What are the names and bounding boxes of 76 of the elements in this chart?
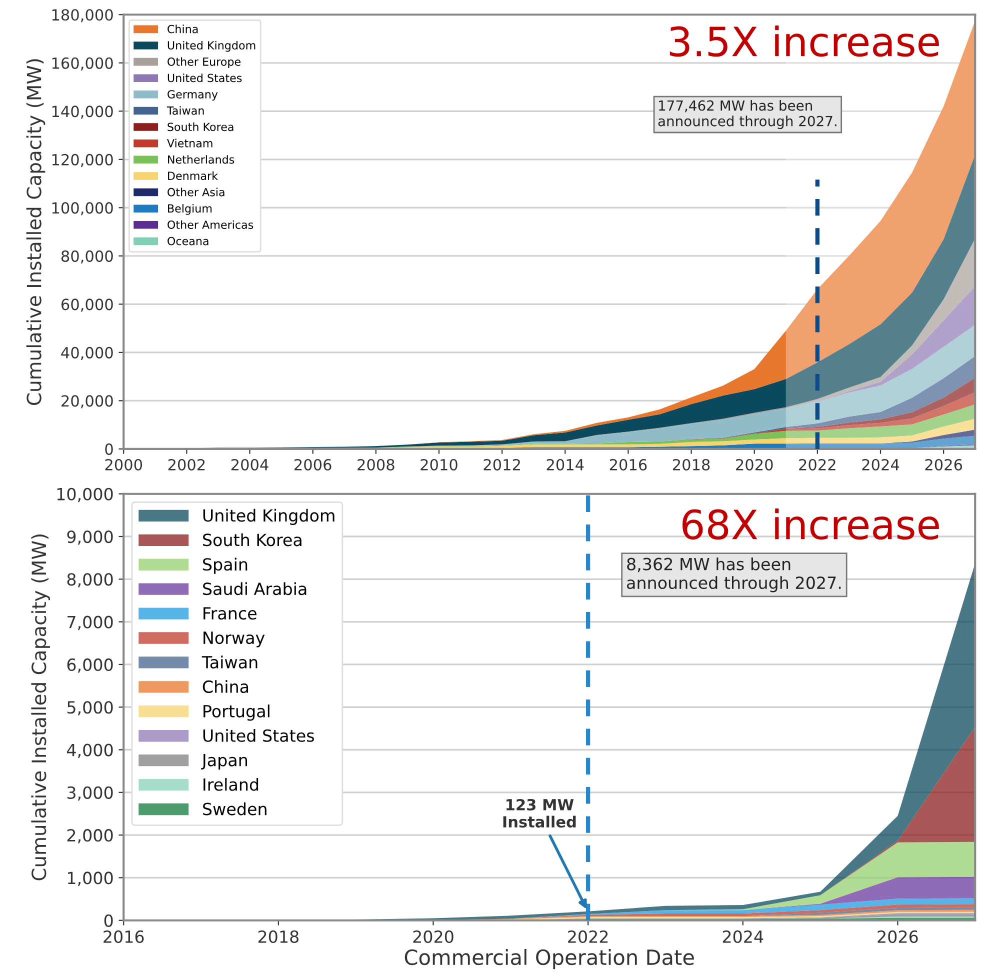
y-tick-label: 2,000	[67, 829, 113, 844]
x-tick-label: 2022	[799, 458, 836, 471]
y-tick-label: 140,000	[52, 106, 113, 119]
legend-label: Saudi Arabia	[203, 582, 306, 596]
y-tick-label: 10,000	[57, 488, 113, 502]
legend-label: Sweden	[203, 802, 266, 816]
y-tick-label: 6,000	[67, 658, 113, 673]
legend-label: Belgium	[168, 204, 212, 215]
annotation: 177,462 MW has been announced through 2027.	[658, 100, 836, 130]
legend-label: South Korea	[168, 122, 234, 132]
y-tick-label: 0	[105, 443, 113, 455]
y-tick-label: 20,000	[62, 395, 113, 408]
y-tick-label: 4,000	[66, 744, 113, 758]
annotation: 3.5X increase	[670, 26, 939, 57]
legend-label: France	[204, 607, 256, 620]
legend-label: Taiwan	[166, 106, 204, 115]
legend-label: Germany	[168, 90, 218, 101]
legend-label: Japan	[201, 754, 248, 770]
legend-label: Ireland	[204, 778, 258, 791]
y-tick-label: 40,000	[61, 346, 113, 360]
x-tick-label: 2024	[722, 930, 764, 943]
annotation: 8,362 MW has been announced through 2027.	[626, 557, 841, 592]
legend-label: South Korea	[203, 533, 302, 546]
y-tick-label: 180,000	[52, 9, 113, 22]
annotation: 68X increase	[682, 508, 939, 540]
legend-label: Other Asia	[168, 188, 224, 196]
y-tick-label: 60,000	[61, 298, 113, 312]
legend-label: United Kingdom	[168, 40, 256, 52]
legend-label: Other Europe	[168, 57, 240, 68]
x-tick-label: 2020	[413, 930, 454, 943]
legend-label: Vietnam	[167, 138, 212, 148]
y-tick-label: 5,000	[67, 701, 113, 716]
x-tick-label: 2016	[610, 458, 647, 471]
y-tick-label: 1,000	[68, 872, 113, 886]
x-tick-label: 2000	[105, 458, 142, 471]
legend-label: China	[202, 680, 248, 693]
x-tick-label: 2026	[878, 930, 918, 943]
y-axis-title: Cumulative Installed Capacity (MW)	[26, 59, 46, 405]
y-tick-label: 3,000	[67, 786, 113, 801]
legend-label: Oceana	[168, 236, 208, 246]
x-tick-label: 2018	[672, 458, 710, 471]
legend-label: Norway	[204, 632, 265, 648]
x-tick-label: 2002	[168, 458, 205, 471]
x-axis-title: Commercial Operation Date	[404, 949, 694, 970]
annotation: 123 MW Installed	[503, 798, 576, 828]
x-tick-label: 2024	[862, 458, 900, 471]
x-tick-label: 2014	[546, 458, 584, 471]
y-tick-label: 120,000	[52, 154, 113, 167]
y-tick-label: 8,000	[67, 573, 113, 588]
x-tick-label: 2022	[568, 930, 608, 943]
x-tick-label: 2016	[104, 930, 144, 943]
x-tick-label: 2018	[258, 930, 298, 943]
x-tick-label: 2008	[358, 458, 394, 471]
legend-label: Netherlands	[168, 155, 234, 164]
x-tick-label: 2004	[231, 458, 268, 471]
legend-label: Portugal	[204, 704, 270, 721]
y-tick-label: 7,000	[68, 616, 113, 630]
legend-label: Spain	[203, 558, 248, 574]
legend-label: United Kingdom	[203, 508, 334, 525]
y-tick-label: 100,000	[52, 202, 113, 216]
legend-label: Denmark	[168, 171, 218, 180]
x-tick-label: 2020	[736, 458, 773, 471]
legend-label: United States	[168, 74, 242, 82]
x-tick-label: 2026	[925, 458, 962, 471]
x-tick-label: 2012	[484, 458, 520, 471]
legend-label: China	[168, 24, 198, 34]
x-tick-label: 2010	[420, 458, 458, 471]
legend-label: Taiwan	[202, 656, 258, 669]
y-tick-label: 9,000	[67, 530, 113, 545]
y-axis-title: Cumulative Installed Capacity (MW)	[31, 534, 50, 880]
x-tick-label: 2006	[294, 458, 332, 471]
y-tick-label: 0	[104, 914, 113, 927]
legend-label: United States	[203, 729, 314, 742]
legend-label: Other Americas	[168, 220, 254, 229]
y-tick-label: 160,000	[52, 57, 113, 70]
y-tick-label: 80,000	[61, 250, 113, 264]
